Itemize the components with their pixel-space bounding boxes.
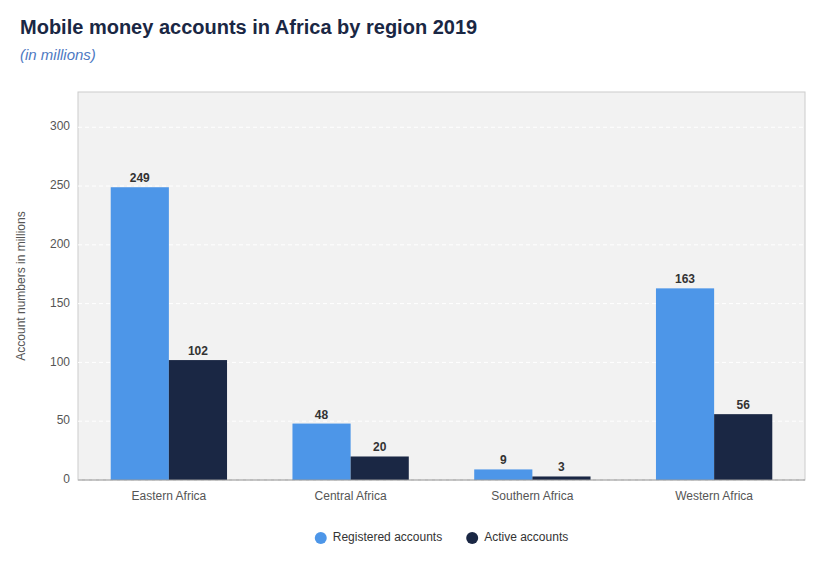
grid (78, 127, 805, 480)
subtitle: (in millions) (20, 46, 96, 63)
x-axis-line (78, 480, 805, 481)
category-label: Central Africa (315, 489, 387, 503)
data-label: 249 (130, 171, 150, 185)
legend: Registered accounts Active accounts (315, 530, 568, 544)
category-label: Western Africa (675, 489, 753, 503)
chart: Mobile money accounts in Africa by regio… (0, 0, 827, 585)
grid-line (78, 127, 805, 128)
axis-label: Account numbers in millions (14, 211, 28, 360)
plot-area (78, 92, 805, 480)
bars (111, 187, 773, 480)
tick-label: 150 (50, 296, 70, 310)
data-label: 48 (315, 408, 329, 422)
bar (714, 414, 772, 480)
data-label: 20 (373, 440, 387, 454)
title: Mobile money accounts in Africa by regio… (20, 16, 477, 38)
bar (111, 187, 169, 480)
bar (351, 456, 409, 480)
bar (169, 360, 227, 480)
legend-item: Active accounts (466, 530, 568, 544)
data-label: 102 (188, 344, 208, 358)
grid-line (78, 244, 805, 245)
bar (292, 424, 350, 480)
data-label: 56 (737, 398, 751, 412)
legend-label: Active accounts (484, 530, 568, 544)
tick-label: 300 (50, 119, 70, 133)
legend-label: Registered accounts (333, 530, 442, 544)
tick-label: 200 (50, 237, 70, 251)
grid-line (78, 480, 805, 481)
data-label: 9 (500, 453, 507, 467)
bar (532, 476, 590, 480)
data-label: 163 (675, 272, 695, 286)
grid-line (78, 186, 805, 187)
bar (656, 288, 714, 480)
category-label: Eastern Africa (132, 489, 207, 503)
legend-marker (315, 532, 327, 544)
legend-item: Registered accounts (315, 530, 442, 544)
y-ticks: 0 50 100 150 200 250 300 (50, 119, 70, 486)
data-labels: 249 102 48 20 9 3 163 56 (130, 171, 750, 474)
data-label: 3 (558, 460, 565, 474)
tick-label: 0 (63, 472, 70, 486)
tick-label: 250 (50, 178, 70, 192)
category-label: Southern Africa (491, 489, 573, 503)
tick-label: 50 (57, 413, 71, 427)
tick-label: 100 (50, 355, 70, 369)
bar (474, 469, 532, 480)
legend-marker (466, 532, 478, 544)
